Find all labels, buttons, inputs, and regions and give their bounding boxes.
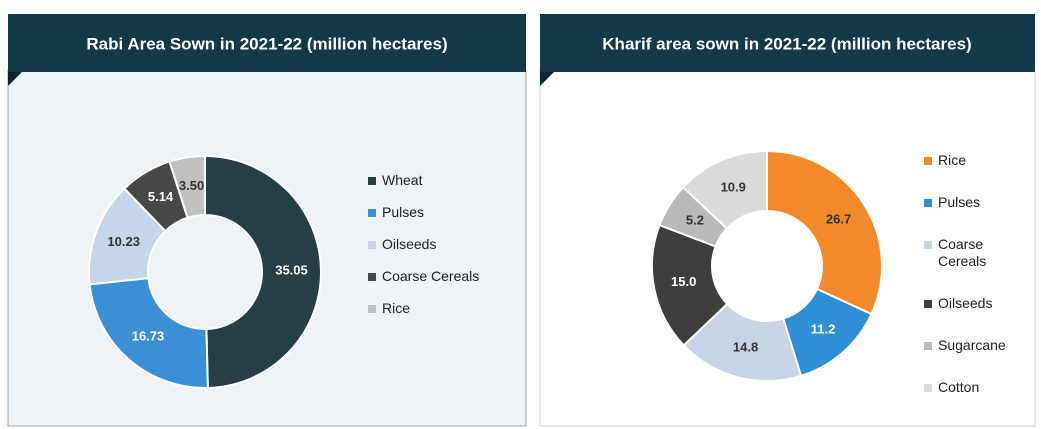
- data-label: 16.73: [132, 328, 165, 343]
- data-label: 3.50: [179, 178, 204, 193]
- data-label: 5.14: [148, 189, 174, 204]
- chart-title: Rabi Area Sown in 2021-22 (million hecta…: [86, 34, 447, 53]
- legend-label: Pulses: [382, 204, 425, 220]
- panel-header: [8, 14, 526, 72]
- legend-item: Coarse Cereals: [924, 236, 986, 270]
- legend-label: Coarse Cereals: [938, 236, 987, 269]
- legend-item: Sugarcane: [924, 337, 1006, 354]
- donut-slice: [204, 154, 322, 389]
- legend-label: Pulses: [938, 194, 981, 210]
- legend-label: Cotton: [938, 379, 980, 395]
- legend-item: Pulses: [924, 194, 986, 211]
- data-label: 10.9: [721, 179, 746, 194]
- legend-swatch: [924, 342, 932, 350]
- legend-item: Pulses: [368, 204, 508, 221]
- data-label: 35.05: [275, 262, 308, 277]
- legend-item: Oilseeds: [924, 295, 992, 312]
- legend-swatch: [924, 241, 932, 249]
- fold: [8, 72, 22, 86]
- legend-label: Rice: [382, 300, 411, 316]
- data-label: 5.2: [686, 212, 704, 227]
- legend-item: Cotton: [924, 379, 986, 396]
- legend: Wheat Pulses Oilseeds Coarse Cereals Rice: [368, 172, 508, 332]
- legend-swatch: [924, 384, 932, 392]
- legend-item: Wheat: [368, 172, 508, 189]
- donut-slice: [168, 154, 206, 219]
- legend-item: Coarse Cereals: [368, 268, 508, 285]
- legend-swatch: [368, 241, 376, 249]
- legend: Rice Pulses Coarse Cereals Oilseeds Sugarcan…: [924, 152, 1006, 421]
- legend-label: Rice: [938, 152, 967, 168]
- legend-label: Sugarcane: [938, 337, 1006, 353]
- legend-label: Coarse Cereals: [382, 268, 480, 284]
- donut-slice: [681, 149, 768, 230]
- data-label: 26.7: [826, 212, 851, 227]
- legend-label: Oilseeds: [938, 295, 993, 311]
- donut-slice: [766, 149, 883, 316]
- legend-swatch: [368, 209, 376, 217]
- donut-slice: [682, 302, 803, 382]
- legend-swatch: [368, 305, 376, 313]
- legend-item: Oilseeds: [368, 236, 508, 253]
- data-label: 14.8: [733, 340, 758, 355]
- data-label: 11.2: [811, 321, 836, 336]
- fold: [540, 72, 554, 86]
- data-label: 10.23: [107, 234, 140, 249]
- panel-header: [540, 14, 1035, 72]
- legend-swatch: [924, 157, 932, 165]
- chart-title: Kharif area sown in 2021-22 (million hec…: [602, 34, 971, 53]
- legend-label: Wheat: [382, 172, 423, 188]
- legend-label: Oilseeds: [382, 236, 437, 252]
- legend-swatch: [924, 300, 932, 308]
- legend-item: Rice: [924, 152, 986, 169]
- data-label: 15.0: [671, 274, 696, 289]
- donut-slice: [88, 277, 209, 389]
- legend-swatch: [924, 199, 932, 207]
- legend-swatch: [368, 273, 376, 281]
- legend-swatch: [368, 177, 376, 185]
- legend-item: Rice: [368, 300, 508, 317]
